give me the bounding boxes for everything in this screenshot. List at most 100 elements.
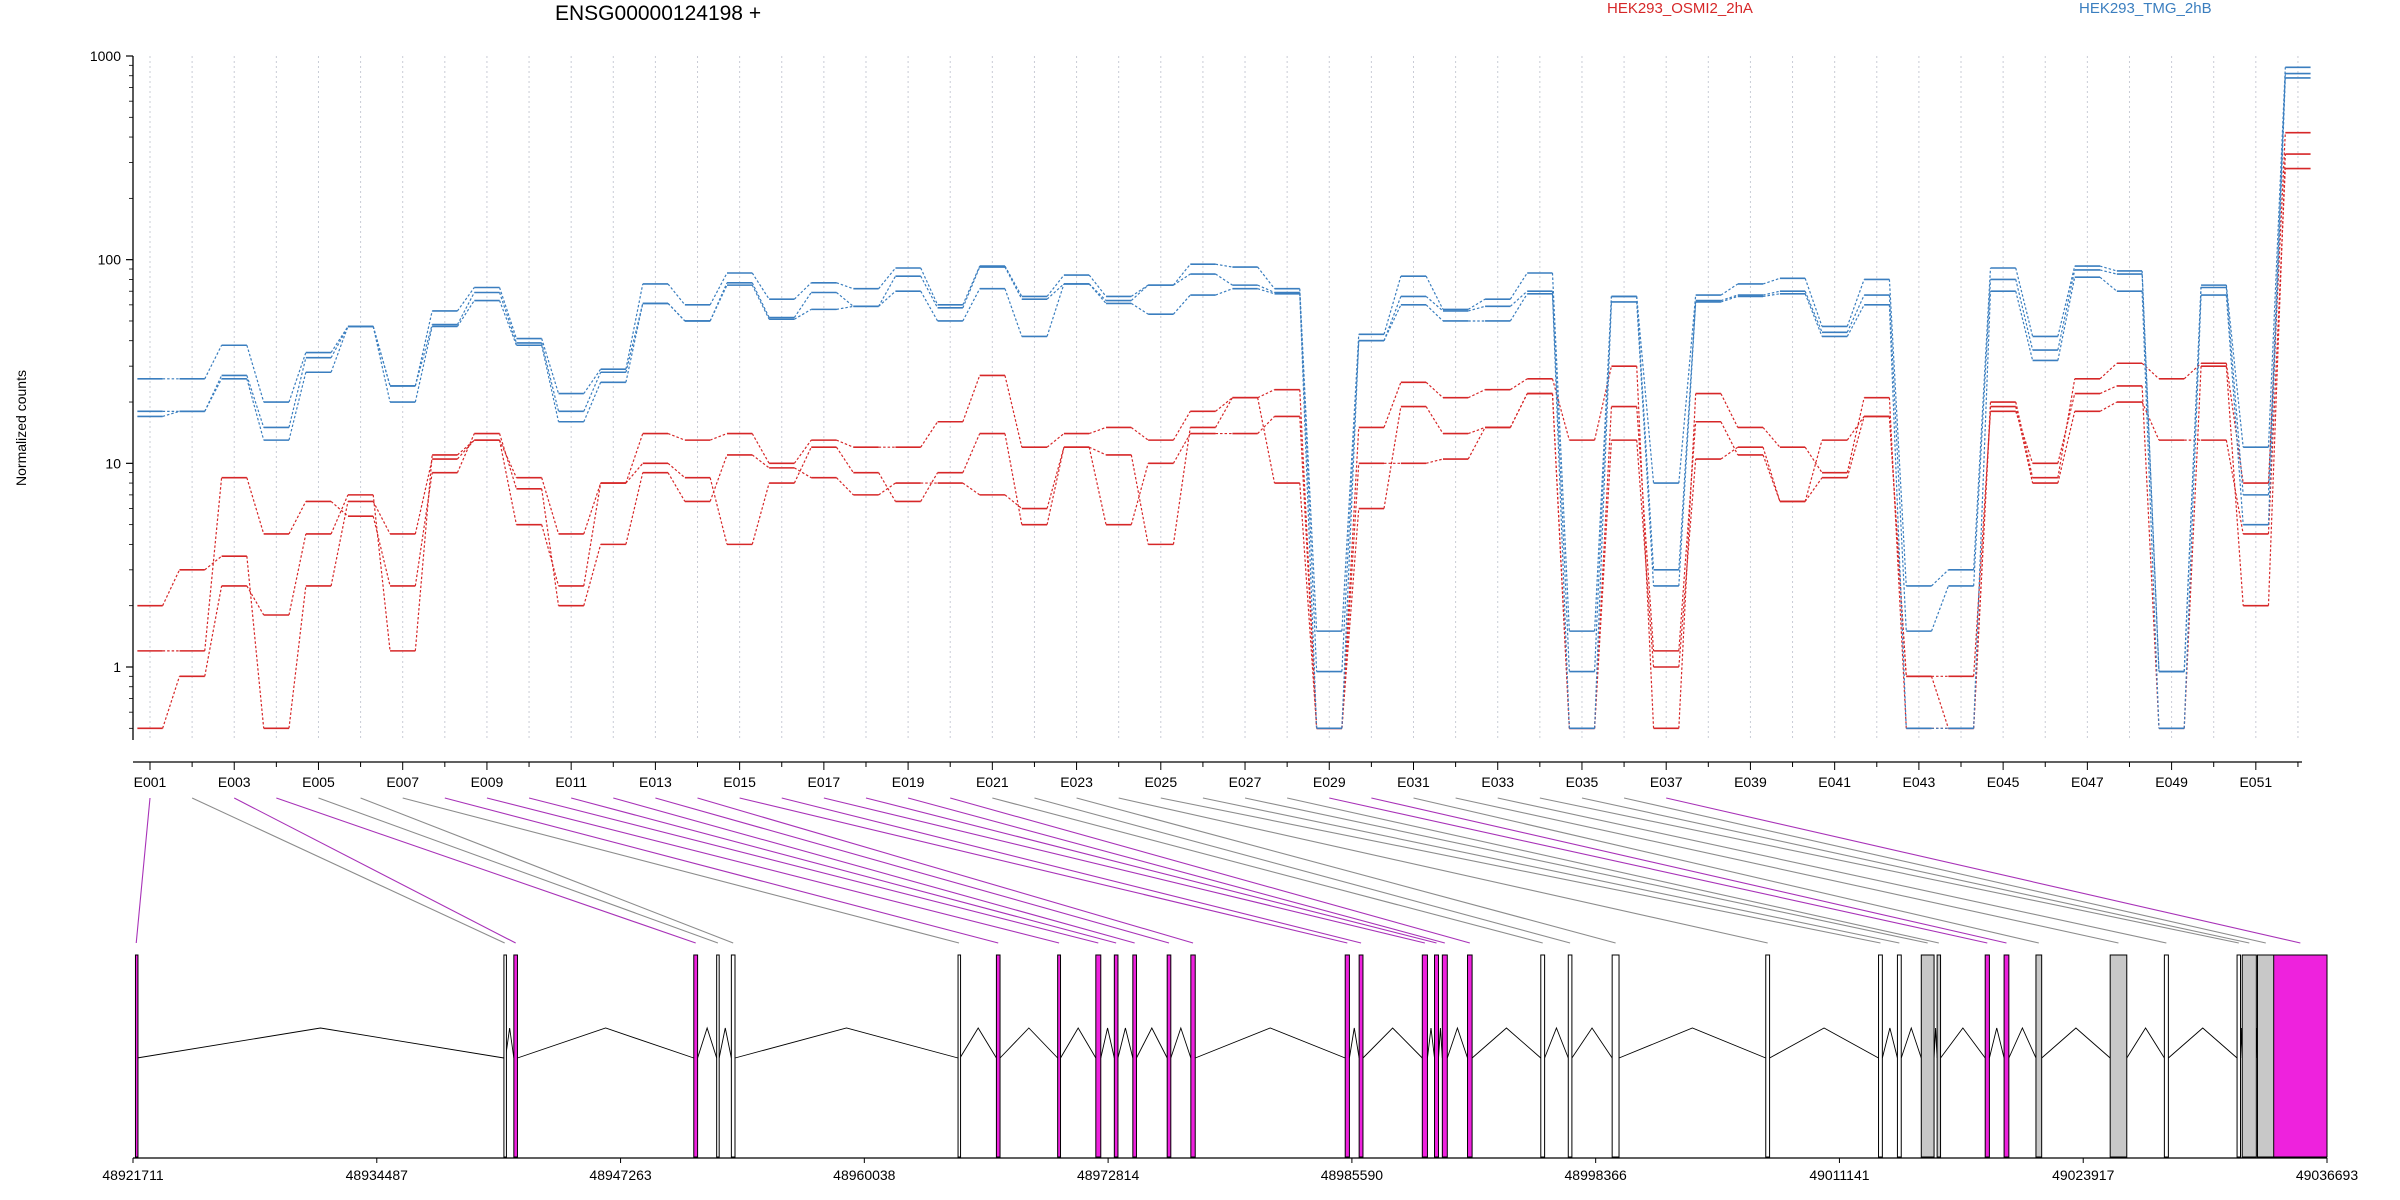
series-5-step (1636, 301, 1655, 586)
exon-box-26 (1896, 954, 1902, 1158)
series-3-step (1425, 275, 1444, 310)
series-0-step (583, 482, 602, 535)
series-1-step (204, 477, 223, 651)
series-5-step (1846, 304, 1865, 337)
exon-box-31 (2035, 954, 2043, 1158)
series-5-step (1215, 288, 1233, 296)
series-0-step (793, 439, 812, 464)
exon-mapping-line-e027 (1244, 797, 1928, 944)
exon-mapping-line-e008 (444, 797, 999, 944)
series-5-step (541, 345, 560, 422)
exon-mapping-line-e019 (907, 797, 1445, 944)
series-3-step (2057, 265, 2076, 337)
exon-box-11 (1113, 954, 1119, 1158)
intron-line (1769, 1027, 1879, 1059)
series-0-step (2015, 401, 2034, 478)
series-3-step (1931, 569, 1949, 587)
exon-mapping-line-e006 (360, 797, 734, 944)
series-0-step (372, 501, 391, 535)
series-2-step (1930, 676, 1949, 729)
series-4-step (583, 372, 602, 412)
series-4-step (1930, 585, 1949, 632)
legend-entry-osmi2: HEK293_OSMI2_2hA (1607, 0, 1753, 17)
exon-box-32 (2109, 954, 2128, 1158)
intron-line (1618, 1027, 1766, 1059)
genomic-position-label: 49023917 (2052, 1167, 2115, 1183)
exon-box-21 (1540, 954, 1546, 1158)
exon-box-27 (1920, 954, 1935, 1158)
x-tick-label-e019: E019 (892, 774, 925, 790)
x-tick-label-e029: E029 (1313, 774, 1346, 790)
series-5-step (1678, 301, 1697, 586)
x-tick-label-e051: E051 (2239, 774, 2272, 790)
exon-mapping-line-e005 (318, 797, 719, 944)
series-2-step (1762, 447, 1781, 502)
exon-box-22 (1567, 954, 1573, 1158)
series-1-step (456, 433, 475, 473)
series-1-step (1804, 439, 1823, 502)
x-tick-label-e025: E025 (1144, 774, 1177, 790)
intron-line (1933, 1027, 1938, 1059)
exon-box-16 (1358, 954, 1364, 1158)
legend-entry-tmg: HEK293_TMG_2hB (2079, 0, 2212, 17)
series-1 (137, 153, 2311, 730)
series-5-step (1762, 293, 1781, 298)
exon-box-2 (503, 954, 507, 1158)
series-2-step (920, 472, 939, 502)
exon-mapping-line-e037 (1666, 797, 2301, 944)
series-5-step (1888, 304, 1907, 729)
exon-mapping-line-e020 (950, 797, 1470, 944)
series-5-step (2015, 291, 2034, 361)
exon-box-10 (1095, 954, 1102, 1158)
exon-mapping-line-e017 (823, 797, 1426, 944)
intron-line (136, 1027, 504, 1059)
exon-gridlines (149, 56, 2299, 740)
x-tick-label-e031: E031 (1397, 774, 1430, 790)
series-4-step (1341, 340, 1360, 672)
series-0-step (2225, 363, 2244, 484)
series-3-step (1215, 263, 1233, 268)
exon-box-23 (1611, 954, 1620, 1158)
series-2-step (541, 524, 560, 587)
genomic-position-label: 48972814 (1077, 1167, 1140, 1183)
exon-box-17 (1421, 954, 1428, 1158)
series-2-step (1004, 433, 1023, 525)
intron-line (1348, 1027, 1360, 1059)
series-4-step (1468, 305, 1486, 312)
series-4-step (962, 266, 981, 309)
series-0-step (499, 439, 517, 478)
series-3-step (1804, 278, 1823, 327)
series-3-step (2225, 285, 2244, 448)
series-2-step (667, 462, 686, 479)
series-5-step (330, 326, 349, 373)
series-2-step (1257, 397, 1276, 484)
series-5-step (456, 300, 475, 327)
series-0-step (625, 433, 644, 484)
intron-line (734, 1027, 959, 1059)
series-1-step (962, 482, 981, 496)
series-0-step (1678, 393, 1697, 729)
series-4-step (878, 275, 896, 307)
series-0-step (1004, 375, 1023, 448)
series-0-step (1720, 393, 1739, 428)
series-5-step (1804, 293, 1823, 337)
x-tick-label-e005: E005 (302, 774, 335, 790)
series-5-step (2057, 277, 2076, 361)
series-1-step (246, 477, 265, 535)
series-5-step (1509, 293, 1528, 322)
series-3-step (625, 283, 644, 370)
series-0-step (288, 585, 307, 729)
series-1-step (330, 500, 349, 517)
x-tick-label-e041: E041 (1818, 774, 1851, 790)
intron-line (1571, 1027, 1613, 1059)
exon-mapping-line-e023 (1076, 797, 1616, 944)
series-4-step (1636, 296, 1655, 570)
series-0-step (1130, 426, 1149, 441)
series-5-step (667, 302, 686, 322)
series-0-step (667, 433, 686, 441)
axes (132, 56, 2302, 763)
series-5-step (583, 382, 602, 422)
series-2-step (878, 472, 896, 502)
x-tick-label-e021: E021 (976, 774, 1009, 790)
series-2-step (2057, 411, 2076, 484)
